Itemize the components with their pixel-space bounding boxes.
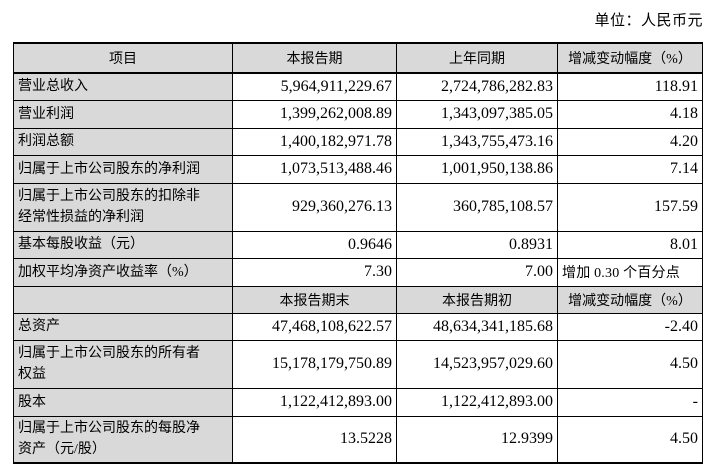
change-value: 4.50 [557, 415, 703, 464]
table-row-net-profit-excl-nonrecurring: 归属于上市公司股东的扣除非 经常性损益的净利润 929,360,276.13 3… [13, 182, 703, 232]
prior-period-value: 48,634,341,185.68 [396, 312, 558, 341]
table-row-basic-eps: 基本每股收益（元） 0.9646 0.8931 8.01 [13, 230, 703, 259]
table-row-operating-profit: 营业利润 1,399,262,008.89 1,343,097,385.05 4… [13, 99, 703, 129]
unit-label: 单位：人民币元 [594, 13, 703, 29]
table-row-total-revenue: 营业总收入 5,964,911,229.67 2,724,786,282.83 … [13, 72, 703, 101]
change-value: - [557, 387, 703, 417]
current-period-value: 0.9646 [232, 230, 397, 259]
prior-period-value: 14,523,957,029.60 [396, 339, 558, 389]
prior-period-value: 7.00 [396, 257, 558, 287]
column-header-item: 项目 [13, 42, 233, 74]
row-label: 归属于上市公司股东的扣除非 经常性损益的净利润 [13, 182, 233, 232]
prior-period-value: 1,122,412,893.00 [396, 387, 558, 417]
row-label: 归属于上市公司股东的所有者 权益 [13, 339, 233, 389]
row-label: 归属于上市公司股东的每股净 资产（元/股） [13, 415, 233, 464]
current-period-value: 1,073,513,488.46 [232, 154, 397, 184]
prior-period-value: 2,724,786,282.83 [396, 72, 558, 101]
table-row-total-assets: 总资产 47,468,108,622.57 48,634,341,185.68 … [13, 312, 703, 341]
prior-period-value: 360,785,108.57 [396, 182, 558, 232]
prior-period-value: 1,343,755,473.16 [396, 127, 558, 156]
table-row-net-assets-per-share: 归属于上市公司股东的每股净 资产（元/股） 13.5228 12.9399 4.… [13, 415, 703, 464]
column-header-prior-period: 上年同期 [396, 42, 558, 74]
prior-period-value: 0.8931 [396, 230, 558, 259]
current-period-value: 1,399,262,008.89 [232, 99, 397, 129]
current-period-value: 13.5228 [232, 415, 397, 464]
current-period-value: 47,468,108,622.57 [232, 312, 397, 341]
row-label: 总资产 [13, 312, 233, 341]
change-value: 8.01 [557, 230, 703, 259]
row-label: 股本 [13, 387, 233, 417]
prior-period-value: 1,001,950,138.86 [396, 154, 558, 184]
row-label: 归属于上市公司股东的净利润 [13, 154, 233, 184]
change-value: 4.50 [557, 339, 703, 389]
table-header-period: 项目 本报告期 上年同期 增减变动幅度（%） [13, 42, 703, 74]
change-value: 增加 0.30 个百分点 [557, 257, 703, 287]
change-value: 4.18 [557, 99, 703, 129]
column-header-change: 增减变动幅度（%） [557, 285, 703, 314]
prior-period-value: 12.9399 [396, 415, 558, 464]
row-label: 加权平均净资产收益率（%） [13, 257, 233, 287]
column-header-period-begin: 本报告期初 [396, 285, 558, 314]
change-value: 4.20 [557, 127, 703, 156]
column-header-change: 增减变动幅度（%） [557, 42, 703, 74]
current-period-value: 1,122,412,893.00 [232, 387, 397, 417]
current-period-value: 1,400,182,971.78 [232, 127, 397, 156]
table-row-owners-equity-attributable: 归属于上市公司股东的所有者 权益 15,178,179,750.89 14,52… [13, 339, 703, 389]
current-period-value: 15,178,179,750.89 [232, 339, 397, 389]
row-label: 利润总额 [13, 127, 233, 156]
row-label: 营业利润 [13, 99, 233, 129]
column-header-blank [13, 285, 233, 314]
change-value: 118.91 [557, 72, 703, 101]
table-header-balance: 本报告期末 本报告期初 增减变动幅度（%） [13, 285, 703, 314]
change-value: 157.59 [557, 182, 703, 232]
current-period-value: 7.30 [232, 257, 397, 287]
table-row-share-capital: 股本 1,122,412,893.00 1,122,412,893.00 - [13, 387, 703, 417]
column-header-period-end: 本报告期末 [232, 285, 397, 314]
financial-summary-table: 项目 本报告期 上年同期 增减变动幅度（%） 营业总收入 5,964,911,2… [13, 42, 703, 464]
prior-period-value: 1,343,097,385.05 [396, 99, 558, 129]
table-row-net-profit-attributable: 归属于上市公司股东的净利润 1,073,513,488.46 1,001,950… [13, 154, 703, 184]
change-value: -2.40 [557, 312, 703, 341]
row-label: 基本每股收益（元） [13, 230, 233, 259]
current-period-value: 5,964,911,229.67 [232, 72, 397, 101]
row-label: 营业总收入 [13, 72, 233, 101]
current-period-value: 929,360,276.13 [232, 182, 397, 232]
table-row-total-profit: 利润总额 1,400,182,971.78 1,343,755,473.16 4… [13, 127, 703, 156]
table-row-weighted-avg-roe: 加权平均净资产收益率（%） 7.30 7.00 增加 0.30 个百分点 [13, 257, 703, 287]
change-value: 7.14 [557, 154, 703, 184]
column-header-current-period: 本报告期 [232, 42, 397, 74]
